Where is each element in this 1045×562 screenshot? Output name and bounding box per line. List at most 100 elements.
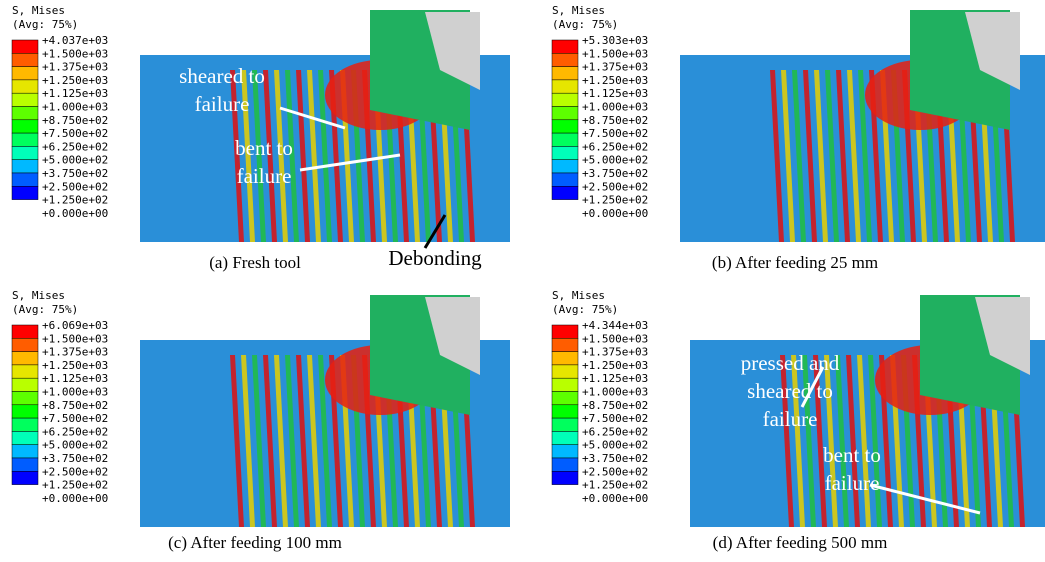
legend-label: +7.500e+02 <box>582 412 648 425</box>
panel: S, Mises(Avg: 75%)+4.344e+03+1.500e+03+1… <box>551 289 1045 527</box>
legend-swatch <box>551 146 579 160</box>
legend-swatch <box>11 364 39 379</box>
legend-label: +5.000e+02 <box>582 439 648 452</box>
annotation: bent to <box>235 136 293 160</box>
legend-swatch <box>551 471 579 485</box>
stress-band <box>879 355 893 527</box>
legend-label: +1.500e+03 <box>582 332 648 345</box>
legend-swatch <box>551 106 579 121</box>
legend-label: +0.000e+00 <box>42 207 108 220</box>
stress-band <box>318 355 332 527</box>
legend-swatch <box>11 391 39 406</box>
stress-band <box>825 70 839 242</box>
legend-label: +7.500e+02 <box>42 127 108 140</box>
stress-band <box>274 70 288 242</box>
stress-band <box>813 355 827 527</box>
panel: S, Mises(Avg: 75%)+4.037e+03+1.500e+03+1… <box>11 4 510 270</box>
annotation: failure <box>237 164 292 188</box>
legend-label: +1.250e+03 <box>582 359 648 372</box>
legend-label: +5.000e+02 <box>42 154 108 167</box>
legend-subtitle: (Avg: 75%) <box>552 18 618 31</box>
legend-label: +1.375e+03 <box>42 346 108 359</box>
stress-band <box>869 70 883 242</box>
legend-swatch <box>11 172 39 187</box>
legend-swatch <box>551 39 579 54</box>
legend-swatch <box>551 132 579 147</box>
legend-label: +1.250e+03 <box>42 359 108 372</box>
legend-swatch <box>551 324 579 339</box>
stress-band <box>868 355 882 527</box>
annotation: sheared to <box>747 379 833 403</box>
legend-swatch <box>551 364 579 379</box>
legend-label: +6.069e+03 <box>42 319 108 332</box>
legend-label: +1.125e+03 <box>582 372 648 385</box>
legend-label: +1.000e+03 <box>42 386 108 399</box>
stress-band <box>835 355 849 527</box>
legend-label: +0.000e+00 <box>42 492 108 505</box>
annotation-arrow <box>299 153 401 172</box>
legend-label: +6.250e+02 <box>582 140 648 153</box>
legend-label: +3.750e+02 <box>42 167 108 180</box>
legend-subtitle: (Avg: 75%) <box>552 303 618 316</box>
legend-swatch <box>551 417 579 432</box>
legend-label: +8.750e+02 <box>582 399 648 412</box>
tool-tip <box>425 12 480 90</box>
legend-label: +8.750e+02 <box>582 114 648 127</box>
stress-band <box>296 355 310 527</box>
legend-swatch <box>11 404 39 419</box>
annotation: pressed and <box>741 351 840 375</box>
legend-label: +2.500e+02 <box>42 180 108 193</box>
legend-label: +1.375e+03 <box>582 61 648 74</box>
annotation-arrow <box>423 214 447 249</box>
legend-swatch <box>551 444 579 459</box>
legend-swatch <box>551 457 579 472</box>
legend-swatch <box>551 377 579 392</box>
stress-band <box>814 70 828 242</box>
legend-title: S, Mises <box>12 289 65 302</box>
legend-label: +1.375e+03 <box>42 61 108 74</box>
legend-swatch <box>11 338 39 352</box>
legend-swatch <box>11 186 39 200</box>
panel: S, Mises(Avg: 75%)+6.069e+03+1.500e+03+1… <box>11 289 510 527</box>
stress-band <box>836 70 850 242</box>
legend-swatch <box>11 351 39 366</box>
annotation: failure <box>763 407 818 431</box>
legend-swatch <box>11 106 39 121</box>
annotation: failure <box>825 471 880 495</box>
tool-tip <box>965 12 1020 90</box>
legend-label: +1.250e+02 <box>582 479 648 492</box>
legend-swatch <box>11 444 39 459</box>
legend-swatch <box>11 457 39 472</box>
legend-swatch <box>11 119 39 134</box>
stress-band <box>307 70 321 242</box>
legend-swatch <box>551 186 579 200</box>
legend-swatch <box>551 404 579 419</box>
legend-swatch <box>551 66 579 81</box>
annotation: sheared to <box>179 64 265 88</box>
stress-band <box>792 70 806 242</box>
legend-label: +7.500e+02 <box>582 127 648 140</box>
legend-label: +2.500e+02 <box>582 180 648 193</box>
legend-label: +1.500e+03 <box>42 47 108 60</box>
legend-label: +4.037e+03 <box>42 34 108 47</box>
stress-band <box>307 355 321 527</box>
legend-swatch <box>11 377 39 392</box>
stress-band <box>824 355 838 527</box>
stress-band <box>803 70 817 242</box>
annotation: Debonding <box>388 246 482 270</box>
legend-label: +5.000e+02 <box>42 439 108 452</box>
legend-label: +1.000e+03 <box>42 101 108 114</box>
legend-swatch <box>551 119 579 134</box>
legend-label: +3.750e+02 <box>582 167 648 180</box>
stress-band <box>858 70 872 242</box>
legend-label: +1.125e+03 <box>582 87 648 100</box>
legend-label: +1.500e+03 <box>42 332 108 345</box>
legend-swatch <box>11 53 39 67</box>
stress-band <box>329 355 343 527</box>
stress-band <box>847 70 861 242</box>
stress-band <box>770 70 784 242</box>
stress-band <box>241 70 255 242</box>
caption: (a) Fresh tool <box>209 253 301 272</box>
legend-swatch <box>11 39 39 54</box>
annotation: bent to <box>823 443 881 467</box>
